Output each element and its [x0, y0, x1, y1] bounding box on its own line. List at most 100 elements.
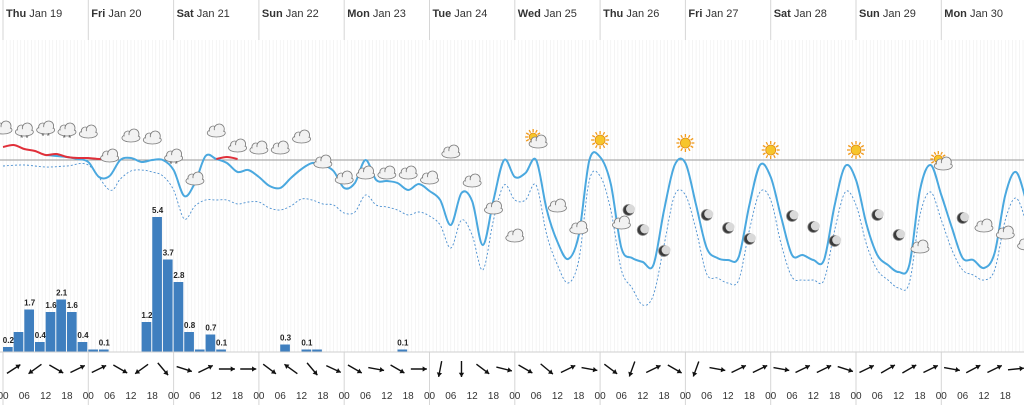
- precip-bar-label: 0.1: [216, 339, 228, 348]
- cloudy-icon: [292, 129, 311, 144]
- sun-ray: [773, 141, 776, 146]
- cloud-fill: [0, 127, 11, 133]
- wind-arrow: [436, 361, 443, 377]
- wind-arrow: [837, 365, 854, 373]
- cloudy-icon: [548, 198, 567, 213]
- wind-arrow-head: [826, 364, 832, 370]
- wind-arrow-head: [804, 364, 810, 370]
- precip-bar: [56, 299, 66, 352]
- cloud-fill: [421, 177, 438, 183]
- sun-ray: [773, 154, 776, 159]
- hour-label: 06: [957, 391, 969, 402]
- wind-arrow: [965, 364, 981, 374]
- wind-arrow-head: [628, 371, 634, 377]
- wind-arrow: [6, 364, 21, 374]
- cloud-fill: [530, 141, 547, 147]
- sun-ray: [604, 142, 609, 146]
- wind-arrow: [476, 363, 490, 375]
- sun-ray: [677, 145, 681, 149]
- cloud-fill: [997, 232, 1014, 238]
- precip-bar: [216, 349, 226, 352]
- moon-icon: [636, 224, 650, 236]
- day-date: Jan 26: [623, 8, 659, 20]
- wind-arrow-head: [740, 364, 746, 370]
- precip-bar-label: 1.6: [67, 301, 79, 310]
- wind-arrow: [943, 366, 960, 373]
- wind-arrow: [752, 364, 768, 374]
- cloud-fill: [357, 172, 374, 178]
- hour-label: 12: [381, 391, 393, 402]
- wind-arrow: [496, 366, 513, 373]
- precip-bar: [312, 349, 322, 352]
- sun-disc: [594, 134, 606, 146]
- sun-ray: [931, 154, 935, 158]
- wind-arrow-head: [996, 364, 1002, 370]
- wind-arrow: [692, 361, 700, 377]
- wind-arrow: [795, 364, 811, 374]
- cloudy-icon: [100, 148, 120, 163]
- sun-ray: [525, 138, 530, 142]
- day-label: Tue Jan 24: [433, 8, 488, 20]
- sun-ray: [591, 142, 596, 146]
- precip-bar-label: 0.4: [35, 331, 47, 340]
- cloud-fill: [144, 137, 161, 143]
- cloud-fill: [314, 161, 331, 167]
- moon-light: [896, 229, 906, 239]
- cloudy-icon: [356, 165, 375, 180]
- wind-arrow-head: [975, 364, 981, 370]
- day-name: Sun: [859, 8, 880, 20]
- wind-arrow: [91, 364, 107, 374]
- day-name: Sat: [177, 8, 194, 20]
- wind-arrow-head: [335, 368, 341, 374]
- sun-ray: [850, 154, 854, 159]
- moon-icon: [956, 212, 970, 224]
- moon-icon: [871, 209, 884, 221]
- day-date: Jan 28: [791, 8, 827, 20]
- wind-arrow-head: [612, 369, 618, 374]
- hour-label: 12: [722, 391, 734, 402]
- wind-arrow: [816, 364, 832, 374]
- hour-label: 12: [808, 391, 820, 402]
- cloudy-icon: [910, 239, 930, 254]
- wind-arrow: [773, 366, 790, 373]
- hour-label: 18: [744, 391, 756, 402]
- snowflake-glyph: * *: [169, 160, 177, 169]
- cloudy-icon: [441, 144, 461, 159]
- day-name: Thu: [6, 8, 26, 20]
- moon-icon: [743, 233, 756, 245]
- cloudy-icon: [569, 220, 589, 235]
- moon-light: [832, 235, 842, 245]
- sun-ray: [595, 131, 598, 136]
- wind-arrow: [49, 364, 64, 374]
- wind-arrow: [987, 364, 1003, 374]
- cloud-fill: [549, 205, 566, 211]
- precip-bar: [205, 334, 216, 352]
- vertical-gridlines: [2, 40, 1024, 352]
- precip-bar: [77, 342, 88, 352]
- hour-label: 12: [893, 391, 905, 402]
- hour-label: 00: [83, 391, 95, 402]
- hour-label: 18: [317, 391, 329, 402]
- wind-arrow: [645, 364, 661, 374]
- moon-light: [725, 222, 735, 232]
- wind-arrow-head: [284, 364, 290, 369]
- cloud-fill: [506, 235, 523, 241]
- precip-bar-label: 5.4: [152, 206, 164, 215]
- wind-arrow-head: [484, 369, 490, 374]
- sun-ray: [591, 134, 596, 138]
- day-name: Thu: [603, 8, 623, 20]
- precip-bar: [98, 349, 109, 352]
- wind-arrow-head: [547, 369, 553, 375]
- wind-arrow-head: [676, 368, 682, 374]
- precip-bar-label: 0.7: [205, 324, 217, 333]
- hour-label: 12: [40, 391, 52, 402]
- hour-label: 06: [360, 391, 372, 402]
- day-date: Jan 30: [967, 8, 1003, 20]
- cloud-fill: [336, 177, 353, 183]
- wind-arrow-head: [79, 364, 85, 370]
- sun-ray: [680, 147, 683, 152]
- sun-ray: [525, 132, 530, 136]
- wind-arrow: [902, 364, 917, 374]
- precip-bar-label: 2.8: [173, 271, 185, 280]
- cloud-fill: [122, 135, 139, 141]
